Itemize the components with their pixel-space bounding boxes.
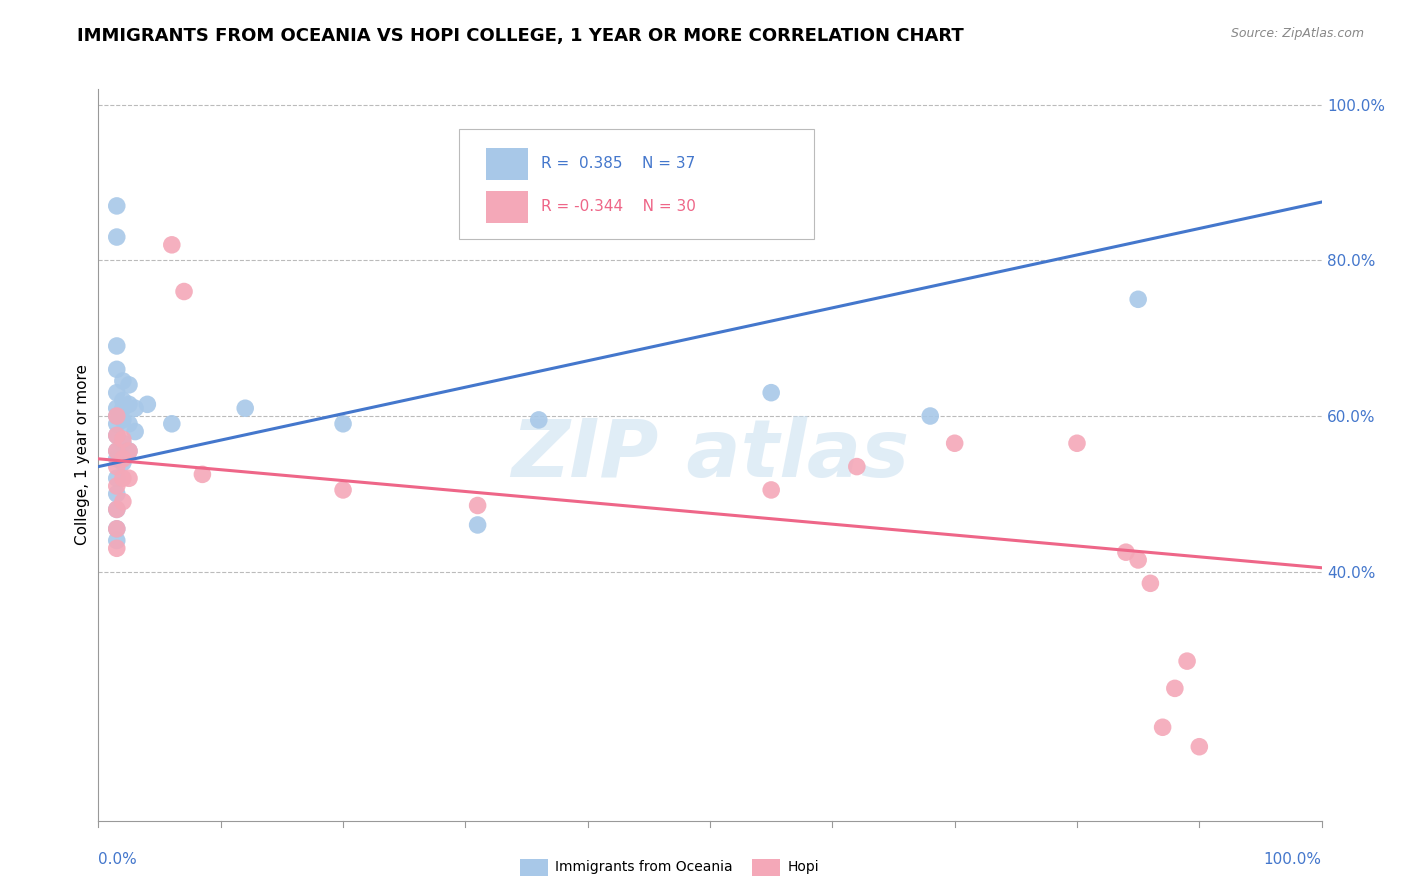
Point xyxy=(136,397,159,411)
Text: IMMIGRANTS FROM OCEANIA VS HOPI COLLEGE, 1 YEAR OR MORE CORRELATION CHART: IMMIGRANTS FROM OCEANIA VS HOPI COLLEGE,… xyxy=(77,27,965,45)
Point xyxy=(118,417,141,431)
Point xyxy=(118,377,141,392)
Point xyxy=(1115,545,1137,559)
Point xyxy=(105,459,128,474)
Point xyxy=(105,199,128,213)
Text: ZIP atlas: ZIP atlas xyxy=(510,416,910,494)
Point xyxy=(105,428,128,442)
Point xyxy=(527,413,550,427)
Point xyxy=(761,483,783,497)
Point xyxy=(118,444,141,458)
Point xyxy=(1066,436,1088,450)
Point xyxy=(1188,739,1211,754)
Point xyxy=(118,471,141,485)
Point xyxy=(105,444,128,458)
Point xyxy=(105,487,128,501)
Point xyxy=(105,230,128,244)
Point xyxy=(173,285,195,299)
Text: 100.0%: 100.0% xyxy=(1264,852,1322,867)
Text: Source: ZipAtlas.com: Source: ZipAtlas.com xyxy=(1230,27,1364,40)
Point xyxy=(845,459,868,474)
Point xyxy=(105,409,128,423)
Text: R = -0.344    N = 30: R = -0.344 N = 30 xyxy=(541,199,696,214)
Point xyxy=(111,413,134,427)
Point xyxy=(105,471,128,485)
Point xyxy=(105,533,128,548)
Point xyxy=(105,541,128,556)
Point xyxy=(191,467,214,482)
Text: Immigrants from Oceania: Immigrants from Oceania xyxy=(555,860,733,874)
FancyBboxPatch shape xyxy=(486,148,527,180)
Point xyxy=(105,522,128,536)
Point xyxy=(332,417,354,431)
Point xyxy=(118,397,141,411)
Point xyxy=(111,393,134,408)
Point xyxy=(124,425,146,439)
Text: 0.0%: 0.0% xyxy=(98,852,138,867)
Point xyxy=(761,385,783,400)
Point xyxy=(105,479,128,493)
Point xyxy=(105,502,128,516)
Point xyxy=(467,499,489,513)
Point xyxy=(1128,553,1150,567)
Point xyxy=(1139,576,1161,591)
Point xyxy=(943,436,966,450)
Point xyxy=(105,417,128,431)
Point xyxy=(111,401,134,416)
Point xyxy=(105,428,128,442)
Point xyxy=(1164,681,1187,696)
Point xyxy=(233,401,256,416)
Y-axis label: College, 1 year or more: College, 1 year or more xyxy=(75,365,90,545)
Point xyxy=(111,494,134,508)
Point xyxy=(160,417,183,431)
Point xyxy=(467,518,489,533)
Point xyxy=(118,444,141,458)
Point xyxy=(105,401,128,416)
FancyBboxPatch shape xyxy=(460,129,814,239)
Point xyxy=(105,339,128,353)
Point xyxy=(111,456,134,470)
Point xyxy=(332,483,354,497)
Point xyxy=(105,502,128,516)
FancyBboxPatch shape xyxy=(486,191,527,223)
Point xyxy=(105,362,128,376)
Point xyxy=(920,409,942,423)
Text: Hopi: Hopi xyxy=(787,860,818,874)
Point xyxy=(105,522,128,536)
Point xyxy=(105,444,128,458)
Point xyxy=(111,374,134,388)
Point xyxy=(124,401,146,416)
Point xyxy=(111,451,134,466)
Point xyxy=(1152,720,1174,734)
Point xyxy=(1175,654,1198,668)
Point xyxy=(160,237,183,252)
Text: R =  0.385    N = 37: R = 0.385 N = 37 xyxy=(541,156,696,171)
Point xyxy=(111,433,134,447)
Point xyxy=(105,451,128,466)
Point xyxy=(111,436,134,450)
Point xyxy=(105,385,128,400)
Point xyxy=(105,409,128,423)
Point xyxy=(111,471,134,485)
Point xyxy=(1128,293,1150,307)
